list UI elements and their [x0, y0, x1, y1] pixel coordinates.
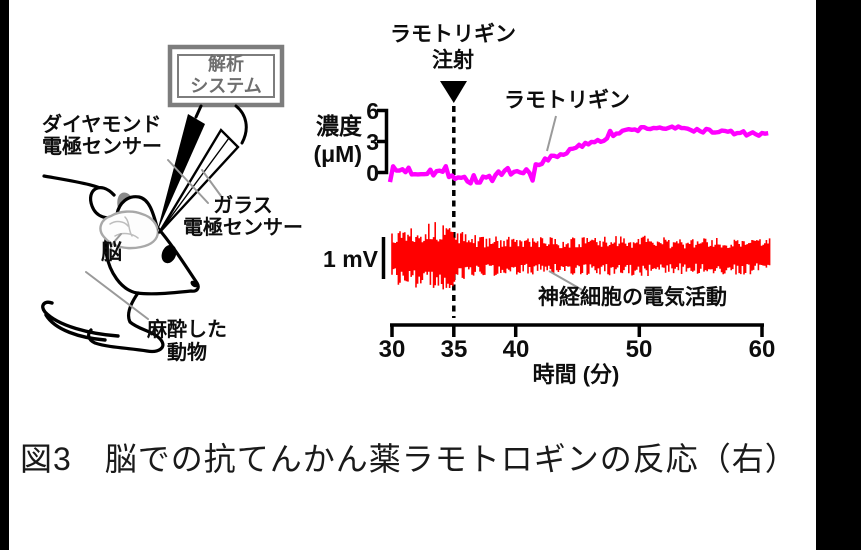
- diamond-electrode-line2: 電極センサー: [42, 136, 162, 158]
- ytick-3: 3: [366, 129, 379, 155]
- wire-to-glass-electrode: [234, 104, 248, 145]
- concentration-axis-label-line1: 濃度: [316, 113, 362, 139]
- injection-label-line1: ラモトリギン: [390, 23, 516, 46]
- time-axis: [390, 323, 764, 337]
- analysis-system-line2: システム: [190, 76, 262, 96]
- xtick-60: 60: [748, 336, 776, 363]
- right-border-bar: [816, 0, 861, 550]
- xtick-30: 30: [378, 336, 406, 363]
- concentration-axis-label: 濃度 (μM): [313, 112, 362, 168]
- pointer-brain-label: [113, 233, 122, 243]
- lamotrigine-trace: [387, 124, 769, 186]
- brain-label: 脳: [101, 241, 122, 264]
- animal-label-line1: 麻酔した: [147, 319, 227, 341]
- diamond-electrode-label: ダイヤモンド 電極センサー: [42, 114, 162, 158]
- glass-electrode-label: ガラス 電極センサー: [179, 195, 307, 239]
- animal-label-line2: 動物: [167, 342, 207, 364]
- pointer-lamotrigine-trace: [546, 115, 557, 152]
- injection-label-line2: 注射: [432, 49, 474, 72]
- neural-trace-label: 神経細胞の電気活動: [538, 286, 727, 309]
- time-axis-label: 時間 (分): [532, 362, 620, 387]
- xtick-40: 40: [502, 336, 530, 363]
- wire-to-diamond-electrode: [194, 104, 203, 119]
- injection-arrow: [440, 81, 467, 103]
- concentration-axis-bracket: [377, 108, 389, 175]
- brain-folds: [109, 216, 139, 239]
- xtick-35: 35: [440, 336, 468, 363]
- glass-electrode-edge: [158, 137, 230, 234]
- left-border-bar: [0, 0, 9, 550]
- mv-scale-label: 1 mV: [323, 246, 378, 272]
- analysis-box-inner: [177, 54, 275, 98]
- ytick-6: 6: [366, 98, 379, 124]
- mouse-nose: [190, 280, 198, 288]
- analysis-system-line1: 解析: [208, 54, 244, 74]
- pointer-diamond-label: [167, 159, 209, 204]
- figure-caption: 図3 脳での抗てんかん薬ラモトロギンの反応（右）: [20, 441, 798, 477]
- glass-electrode-line2: 電極センサー: [183, 217, 303, 239]
- pointer-animal-label: [85, 271, 149, 320]
- ytick-0: 0: [366, 160, 379, 186]
- pointer-neural-label: [548, 270, 585, 292]
- xtick-50: 50: [625, 336, 653, 363]
- animal-label: 麻酔した 動物: [139, 319, 235, 365]
- mouse-body-outline: [87, 291, 165, 354]
- analysis-box-outer: [167, 44, 285, 108]
- concentration-axis-label-line2: (μM): [313, 141, 362, 167]
- mouse-diagram: [41, 44, 285, 354]
- mouse-eye: [161, 244, 177, 264]
- mouse-tail: [41, 300, 120, 342]
- diamond-electrode-line1: ダイヤモンド: [42, 114, 162, 136]
- pointer-glass-label: [201, 169, 222, 197]
- glass-electrode-line1: ガラス: [213, 195, 273, 217]
- analysis-system-label: 解析 システム: [190, 53, 261, 97]
- lamotrigine-trace-label: ラモトリギン: [504, 89, 630, 112]
- neural-activity-trace: [391, 222, 771, 290]
- recording-chart: [377, 81, 771, 337]
